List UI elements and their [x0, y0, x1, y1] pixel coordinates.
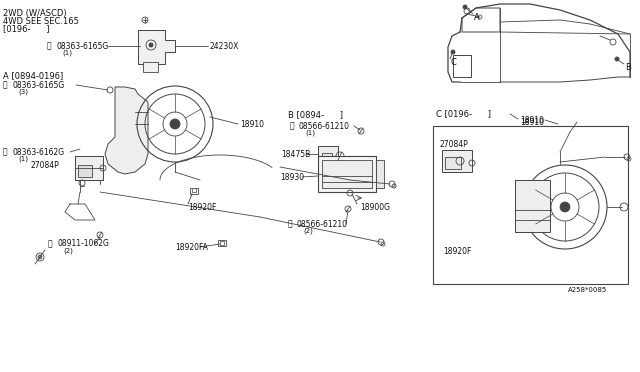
Text: (2): (2)	[63, 248, 73, 254]
Text: 18920F: 18920F	[443, 247, 472, 257]
Text: Ⓢ: Ⓢ	[47, 42, 52, 51]
Text: 08363-6162G: 08363-6162G	[12, 148, 64, 157]
Text: B: B	[625, 62, 631, 71]
Text: 18920F: 18920F	[188, 202, 216, 212]
Bar	[190, 188, 198, 194]
Bar	[318, 146, 338, 164]
Bar	[318, 156, 376, 192]
Text: A: A	[474, 13, 480, 22]
Text: 4WD SEE SEC.165: 4WD SEE SEC.165	[3, 16, 79, 26]
Circle shape	[560, 202, 570, 212]
Polygon shape	[138, 30, 175, 64]
Text: (3): (3)	[18, 89, 28, 95]
Circle shape	[149, 43, 153, 47]
Circle shape	[463, 5, 467, 9]
Circle shape	[38, 255, 42, 259]
Circle shape	[170, 119, 180, 129]
Text: 2WD (W/ASCD): 2WD (W/ASCD)	[3, 9, 67, 17]
Bar	[220, 241, 224, 245]
Text: C: C	[451, 58, 457, 67]
Text: 08566-61210: 08566-61210	[297, 219, 348, 228]
Text: A [0894-0196]: A [0894-0196]	[3, 71, 63, 80]
Text: A258*0085: A258*0085	[568, 287, 607, 293]
Bar	[75, 156, 103, 180]
Text: Ⓢ: Ⓢ	[3, 80, 8, 90]
Text: 27084P: 27084P	[30, 160, 59, 170]
Bar	[143, 62, 158, 72]
Text: 24230X: 24230X	[210, 42, 239, 51]
Bar	[376, 160, 384, 188]
Text: 08363-6165G: 08363-6165G	[12, 80, 64, 90]
Text: 08363-6165G: 08363-6165G	[56, 42, 108, 51]
Bar	[218, 240, 226, 246]
Text: 18910: 18910	[520, 115, 544, 125]
Text: 27084P: 27084P	[440, 140, 468, 148]
Bar	[192, 188, 196, 192]
Text: (1): (1)	[305, 130, 315, 136]
Text: (1): (1)	[18, 156, 28, 162]
Text: Ⓢ: Ⓢ	[290, 122, 294, 131]
Bar	[78, 165, 92, 177]
Text: B [0894-      ]: B [0894- ]	[288, 110, 343, 119]
Text: 08911-1062G: 08911-1062G	[57, 240, 109, 248]
Bar	[433, 126, 628, 284]
Text: 18900G: 18900G	[360, 202, 390, 212]
Text: 18930: 18930	[280, 173, 304, 182]
Bar	[445, 157, 461, 169]
Text: Ⓢ: Ⓢ	[3, 148, 8, 157]
Text: [0196-      ]: [0196- ]	[3, 25, 49, 33]
Bar	[453, 55, 471, 77]
Polygon shape	[105, 87, 148, 174]
Circle shape	[615, 57, 619, 61]
Text: 18910: 18910	[520, 118, 544, 126]
Text: Ⓢ: Ⓢ	[288, 219, 292, 228]
Text: (2): (2)	[303, 228, 313, 234]
Bar	[515, 180, 550, 232]
Circle shape	[451, 50, 455, 54]
Text: (1): (1)	[62, 50, 72, 56]
Text: 18910: 18910	[240, 119, 264, 128]
Bar	[322, 153, 332, 161]
Bar	[442, 150, 472, 172]
Text: 18920FA: 18920FA	[175, 243, 208, 251]
Bar	[322, 160, 372, 188]
Text: 18475B: 18475B	[281, 150, 310, 158]
Text: C [0196-      ]: C [0196- ]	[436, 109, 491, 119]
Text: Ⓝ: Ⓝ	[48, 240, 52, 248]
Text: 08566-61210: 08566-61210	[299, 122, 350, 131]
